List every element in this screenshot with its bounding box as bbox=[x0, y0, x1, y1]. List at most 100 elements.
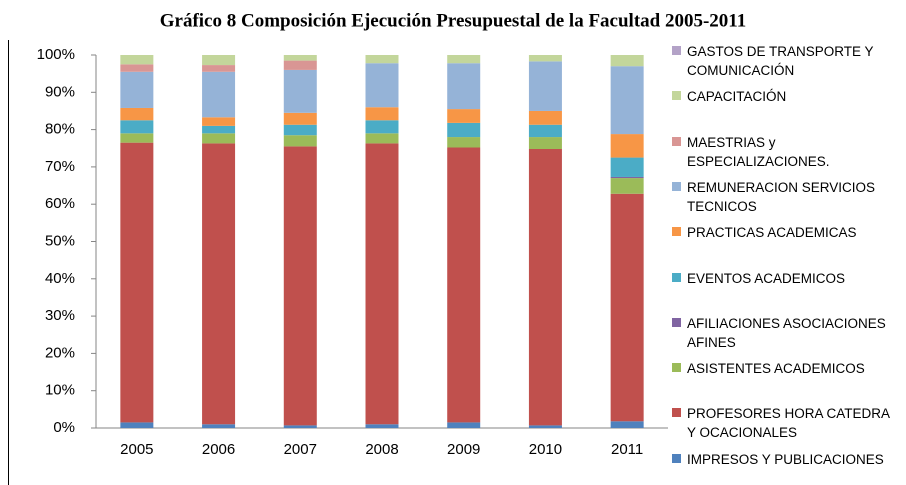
bar-segment bbox=[528, 425, 562, 428]
bar-segment bbox=[528, 110, 562, 125]
bar-segment bbox=[610, 157, 644, 177]
bar-segment bbox=[283, 146, 317, 426]
bar-segment bbox=[610, 421, 644, 428]
y-tick-label: 10% bbox=[45, 382, 75, 399]
bar-segment bbox=[283, 69, 317, 113]
x-tick-label: 2005 bbox=[120, 441, 153, 458]
chart-title: Gráfico 8 Composición Ejecución Presupue… bbox=[160, 10, 747, 31]
bar-segment bbox=[283, 124, 317, 136]
legend-item: CAPACITACIÓN bbox=[672, 87, 892, 106]
legend-item: PROFESORES HORA CATEDRA Y OCACIONALES bbox=[672, 404, 892, 442]
legend-item: IMPRESOS Y PUBLICACIONES bbox=[672, 450, 892, 469]
bar-segment bbox=[202, 424, 236, 428]
legend-label: EVENTOS ACADEMICOS bbox=[687, 270, 846, 286]
bar-segment bbox=[447, 137, 481, 148]
legend-label: AFILIACIONES ASOCIACIONES AFINES bbox=[687, 315, 886, 350]
bar-segment bbox=[120, 55, 154, 65]
x-tick-label: 2006 bbox=[202, 441, 235, 458]
bar-segment bbox=[202, 55, 236, 66]
bar-segment bbox=[528, 137, 562, 149]
bar-segment bbox=[283, 55, 317, 61]
legend-swatch bbox=[672, 227, 681, 237]
bar-segment bbox=[365, 63, 399, 108]
bar-segment bbox=[610, 176, 644, 179]
bar-segment bbox=[120, 64, 154, 72]
legend-item: REMUNERACION SERVICIOS TECNICOS bbox=[672, 178, 892, 216]
bar-segment bbox=[202, 133, 236, 144]
y-tick-label: 100% bbox=[37, 46, 75, 63]
bar-segment bbox=[447, 109, 481, 123]
bar-segment bbox=[202, 71, 236, 118]
legend-label: ASISTENTES ACADEMICOS bbox=[687, 361, 865, 377]
bar-segment bbox=[447, 122, 481, 138]
legend-swatch bbox=[672, 272, 681, 282]
bar-segment bbox=[283, 425, 317, 428]
bar-segment bbox=[610, 66, 644, 135]
legend-label: MAESTRIAS y ESPECIALIZACIONES. bbox=[687, 134, 830, 169]
legend-item: MAESTRIAS y ESPECIALIZACIONES. bbox=[672, 133, 892, 171]
legend-swatch bbox=[672, 46, 681, 55]
x-tick-label: 2007 bbox=[284, 441, 317, 458]
legend-item: PRACTICAS ACADEMICAS bbox=[672, 223, 892, 242]
bar-segment bbox=[202, 65, 236, 72]
bar-segment bbox=[202, 143, 236, 425]
legend-label: CAPACITACIÓN bbox=[687, 89, 787, 105]
bar-segment bbox=[365, 55, 399, 64]
y-tick-label: 40% bbox=[45, 270, 75, 287]
bar-segment bbox=[120, 107, 154, 121]
legend-item: GASTOS DE TRANSPORTE Y COMUNICACIÓN bbox=[672, 42, 892, 80]
bar-segment bbox=[365, 120, 399, 134]
legend-swatch bbox=[672, 363, 681, 373]
legend-swatch bbox=[672, 181, 681, 191]
bar-segment bbox=[202, 117, 236, 126]
y-tick-label: 70% bbox=[45, 158, 75, 175]
legend-swatch bbox=[672, 91, 681, 101]
bar-segment bbox=[120, 422, 154, 428]
y-tick-label: 50% bbox=[45, 232, 75, 249]
bar-segment bbox=[447, 422, 481, 428]
legend-label: PRACTICAS ACADEMICAS bbox=[687, 225, 857, 241]
bar-segment bbox=[365, 107, 399, 121]
y-tick-label: 90% bbox=[45, 83, 75, 100]
legend-item: ASISTENTES ACADEMICOS bbox=[672, 359, 892, 378]
y-tick-label: 30% bbox=[45, 307, 75, 324]
bar-segment bbox=[610, 178, 644, 194]
y-tick-label: 60% bbox=[45, 195, 75, 212]
bar-segment bbox=[120, 133, 154, 143]
bar-segment bbox=[202, 125, 236, 134]
x-tick-label: 2009 bbox=[447, 441, 480, 458]
y-tick-label: 0% bbox=[53, 419, 75, 436]
legend-swatch bbox=[672, 136, 681, 146]
bar-segment bbox=[283, 135, 317, 147]
legend-label: PROFESORES HORA CATEDRA Y OCACIONALES bbox=[687, 406, 890, 441]
legend-swatch bbox=[672, 453, 681, 463]
bar-segment bbox=[610, 134, 644, 158]
y-tick-label: 20% bbox=[45, 344, 75, 361]
bar-segment bbox=[610, 55, 644, 67]
bar-segment bbox=[365, 424, 399, 428]
legend-item: EVENTOS ACADEMICOS bbox=[672, 269, 892, 288]
y-tick-label: 80% bbox=[45, 121, 75, 138]
bar-segment bbox=[610, 193, 644, 422]
bar-segment bbox=[528, 61, 562, 111]
x-tick-label: 2010 bbox=[529, 441, 562, 458]
legend-label: IMPRESOS Y PUBLICACIONES bbox=[687, 451, 884, 467]
bar-segment bbox=[120, 142, 154, 423]
legend-item: AFILIACIONES ASOCIACIONES AFINES bbox=[672, 314, 892, 352]
bar-segment bbox=[120, 71, 154, 108]
bar-segment bbox=[447, 63, 481, 110]
bar-segment bbox=[528, 55, 562, 62]
legend-label: REMUNERACION SERVICIOS TECNICOS bbox=[687, 179, 876, 214]
legend-swatch bbox=[672, 317, 681, 327]
bar-segment bbox=[283, 60, 317, 70]
x-tick-label: 2008 bbox=[365, 441, 398, 458]
bar-segment bbox=[365, 133, 399, 144]
bar-segment bbox=[447, 147, 481, 423]
legend-swatch bbox=[672, 408, 681, 418]
bar-segment bbox=[528, 124, 562, 138]
bar-segment bbox=[447, 55, 481, 64]
bar-segment bbox=[528, 148, 562, 426]
x-tick-label: 2011 bbox=[611, 441, 643, 458]
bar-segment bbox=[120, 120, 154, 134]
